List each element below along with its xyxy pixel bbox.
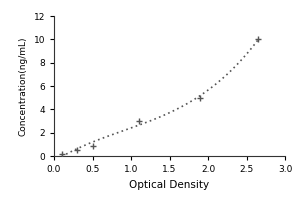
X-axis label: Optical Density: Optical Density (129, 180, 210, 190)
Y-axis label: Concentration(ng/mL): Concentration(ng/mL) (19, 36, 28, 136)
